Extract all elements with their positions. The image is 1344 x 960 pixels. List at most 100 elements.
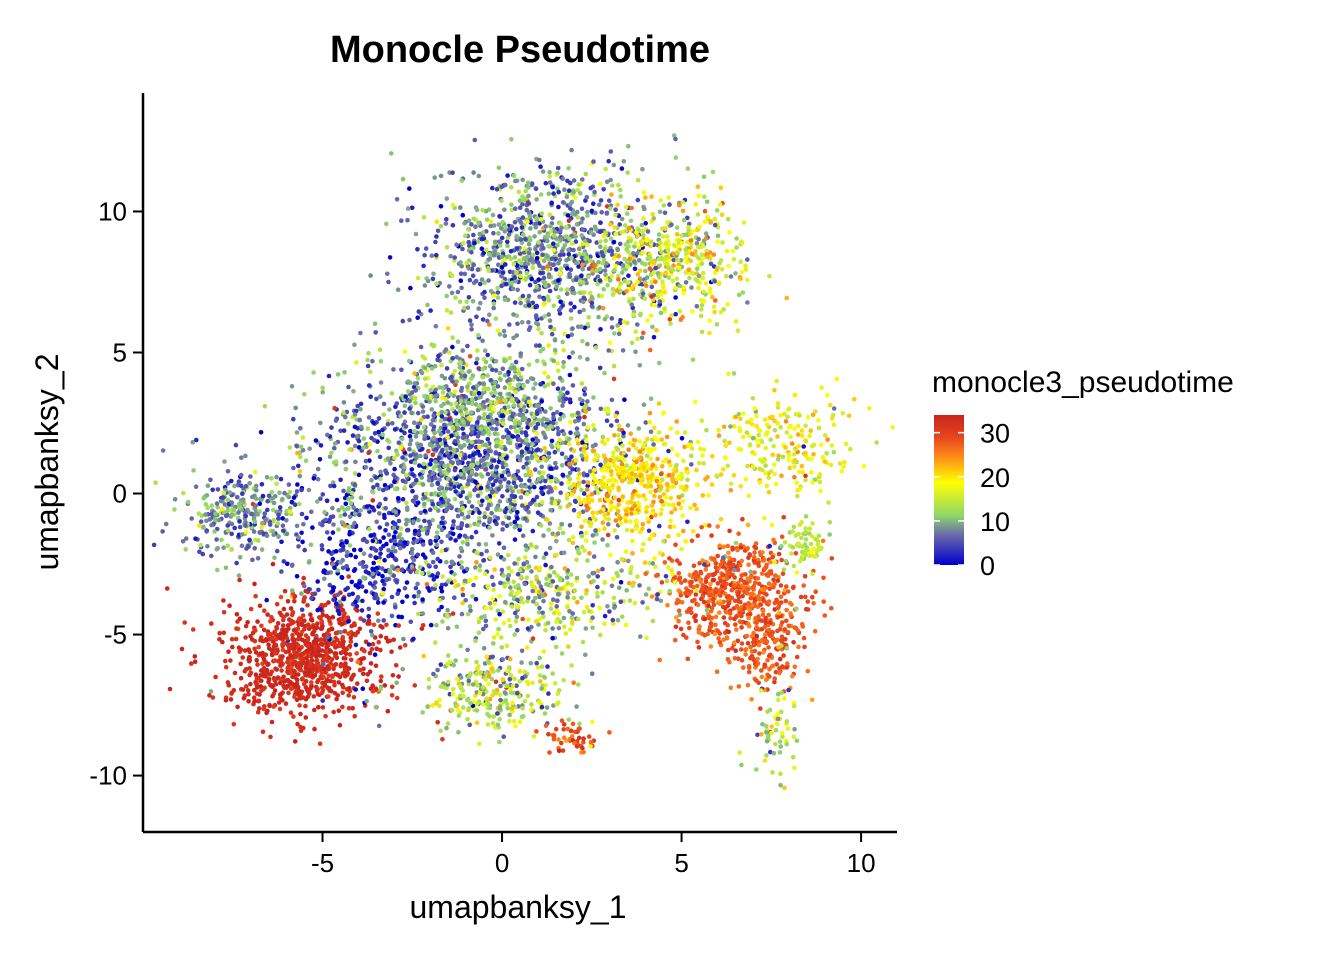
- scatter-point: [568, 430, 573, 436]
- scatter-point: [354, 604, 360, 609]
- scatter-point: [279, 569, 284, 574]
- scatter-point: [483, 359, 489, 365]
- scatter-point: [385, 271, 390, 277]
- scatter-point: [531, 252, 536, 258]
- scatter-point: [643, 268, 648, 274]
- scatter-point: [252, 581, 257, 587]
- scatter-point: [322, 680, 328, 685]
- scatter-point: [333, 654, 338, 659]
- scatter-point: [466, 266, 472, 271]
- scatter-point: [487, 525, 492, 530]
- scatter-point: [305, 603, 310, 608]
- scatter-point: [596, 314, 601, 320]
- scatter-point: [415, 315, 421, 321]
- scatter-point: [471, 385, 476, 390]
- scatter-point: [440, 520, 445, 526]
- scatter-point: [445, 326, 451, 331]
- scatter-point: [358, 616, 363, 621]
- scatter-point: [681, 217, 687, 223]
- scatter-point: [341, 639, 346, 644]
- scatter-point: [432, 491, 438, 496]
- scatter-point: [423, 246, 429, 251]
- scatter-point: [677, 202, 682, 208]
- scatter-point: [660, 234, 666, 239]
- scatter-point: [484, 455, 490, 461]
- scatter-point: [527, 235, 532, 240]
- scatter-point: [237, 616, 243, 621]
- scatter-point: [411, 519, 416, 524]
- scatter-point: [306, 688, 312, 694]
- scatter-point: [381, 487, 386, 493]
- scatter-point: [237, 519, 242, 524]
- scatter-point: [467, 445, 472, 450]
- scatter-point: [346, 496, 351, 502]
- scatter-point: [660, 279, 665, 284]
- scatter-point: [636, 426, 642, 431]
- scatter-point: [520, 503, 525, 508]
- scatter-point: [223, 565, 229, 571]
- scatter-point: [586, 315, 592, 320]
- scatter-point: [408, 437, 414, 443]
- scatter-point: [431, 271, 436, 277]
- scatter-point: [415, 275, 421, 281]
- scatter-point: [557, 526, 563, 531]
- scatter-point: [460, 212, 466, 218]
- scatter-point: [290, 661, 296, 667]
- scatter-point: [690, 229, 695, 234]
- scatter-point: [350, 433, 356, 438]
- scatter-point: [333, 671, 339, 677]
- scatter-point: [241, 499, 246, 505]
- scatter-point: [325, 634, 330, 640]
- scatter-point: [295, 672, 301, 677]
- scatter-point: [333, 418, 339, 423]
- scatter-point: [452, 368, 458, 374]
- scatter-point: [469, 322, 474, 328]
- scatter-point: [569, 454, 574, 460]
- scatter-point: [641, 216, 646, 221]
- scatter-point: [226, 683, 232, 688]
- scatter-point: [263, 517, 268, 522]
- scatter-point: [279, 668, 284, 673]
- scatter-point: [612, 225, 617, 230]
- scatter-point: [361, 647, 366, 653]
- scatter-point: [342, 512, 348, 517]
- scatter-point: [609, 325, 615, 330]
- scatter-point: [534, 216, 539, 221]
- scatter-point: [450, 202, 456, 208]
- scatter-point: [180, 539, 186, 544]
- scatter-point: [483, 467, 489, 472]
- scatter-point: [389, 613, 395, 619]
- scatter-point: [558, 237, 564, 242]
- scatter-point: [604, 418, 610, 424]
- scatter-point: [526, 293, 532, 299]
- scatter-point: [516, 489, 522, 494]
- scatter-point: [598, 239, 603, 244]
- scatter-point: [545, 253, 550, 259]
- scatter-point: [479, 474, 485, 479]
- scatter-point: [575, 467, 581, 472]
- scatter-point: [624, 289, 629, 294]
- scatter-point: [470, 397, 475, 402]
- scatter-point: [261, 657, 267, 662]
- scatter-point: [559, 481, 564, 486]
- scatter-point: [725, 216, 731, 222]
- scatter-point: [321, 674, 326, 680]
- scatter-point: [459, 385, 465, 391]
- scatter-point: [554, 538, 559, 544]
- scatter-point: [404, 594, 410, 599]
- scatter-point: [467, 354, 473, 359]
- scatter-point: [454, 422, 460, 427]
- scatter-point: [345, 421, 351, 426]
- scatter-point: [588, 230, 594, 235]
- scatter-point: [667, 202, 672, 207]
- scatter-point: [345, 549, 350, 555]
- scatter-point: [508, 256, 514, 262]
- scatter-point: [497, 391, 503, 397]
- scatter-point: [260, 520, 265, 526]
- scatter-point: [493, 316, 499, 321]
- scatter-point: [402, 410, 407, 415]
- scatter-point: [399, 436, 405, 442]
- scatter-point: [390, 421, 395, 426]
- scatter-point: [298, 656, 303, 661]
- scatter-point: [415, 500, 421, 506]
